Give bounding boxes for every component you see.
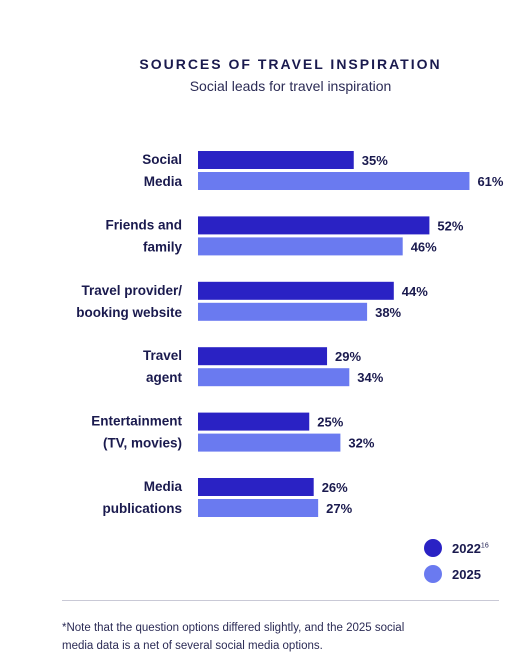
legend-item-2025: 2025 xyxy=(424,562,489,586)
bar-2022-3 xyxy=(198,347,328,366)
category-label-0-0: Social xyxy=(142,152,182,167)
footnote-line-2: media data is a net of several social me… xyxy=(62,640,323,652)
data-label-2022-1: 52% xyxy=(437,218,463,233)
category-label-5-0: Media xyxy=(144,479,183,494)
legend-item-2022: 202216 xyxy=(424,536,489,560)
data-label-2022-0: 35% xyxy=(362,153,388,168)
data-label-2022-2: 44% xyxy=(402,284,428,299)
data-label-2025-4: 32% xyxy=(348,436,374,451)
category-label-5-1: publications xyxy=(102,501,182,516)
bar-2022-0 xyxy=(198,151,354,169)
divider xyxy=(62,600,499,601)
data-label-2022-5: 26% xyxy=(322,480,348,495)
data-label-2025-3: 34% xyxy=(357,370,383,385)
category-label-4-1: (TV, movies) xyxy=(103,436,182,451)
data-label-2022-3: 29% xyxy=(335,349,361,364)
bar-chart: Social Media 35% 61% Friends and family 52%46%… xyxy=(76,151,504,517)
bar-2025-5 xyxy=(198,499,319,517)
data-label-2025-0: 61% xyxy=(477,174,503,189)
footnote: *Note that the question options differed… xyxy=(62,619,502,655)
bar-2025-4 xyxy=(198,433,341,452)
legend: 202216 2025 xyxy=(424,536,489,588)
legend-label-2022: 202216 xyxy=(452,540,489,556)
bar-2022-4 xyxy=(198,412,310,431)
legend-swatch-2025 xyxy=(424,565,442,583)
category-label-4-0: Entertainment xyxy=(91,414,182,429)
bar-2022-1 xyxy=(198,216,430,235)
data-label-2025-5: 27% xyxy=(326,501,352,516)
chart-title: SOURCES OF TRAVEL INSPIRATION xyxy=(139,56,442,72)
category-label-0-1: Media xyxy=(144,174,183,189)
chart-subtitle: Social leads for travel inspiration xyxy=(189,78,392,94)
category-label-3-1: agent xyxy=(146,370,183,385)
bar-2022-2 xyxy=(198,281,394,300)
bar-2025-1 xyxy=(198,237,403,256)
category-label-1-0: Friends and xyxy=(105,217,182,232)
data-label-2025-1: 46% xyxy=(411,239,437,254)
category-label-2-0: Travel provider/ xyxy=(81,283,182,298)
bar-2022-5 xyxy=(198,478,314,496)
footnote-line-1: *Note that the question options differed… xyxy=(62,622,405,634)
bar-2025-2 xyxy=(198,302,368,321)
data-label-2022-4: 25% xyxy=(317,415,343,430)
bar-2025-3 xyxy=(198,368,350,387)
category-label-1-1: family xyxy=(143,239,183,254)
category-label-2-1: booking website xyxy=(76,305,182,320)
legend-swatch-2022 xyxy=(424,539,442,557)
data-label-2025-2: 38% xyxy=(375,305,401,320)
category-label-3-0: Travel xyxy=(143,348,182,363)
legend-label-2025: 2025 xyxy=(452,566,481,582)
bar-2025-0 xyxy=(198,172,470,190)
legend-footnote-ref: 16 xyxy=(480,542,489,550)
